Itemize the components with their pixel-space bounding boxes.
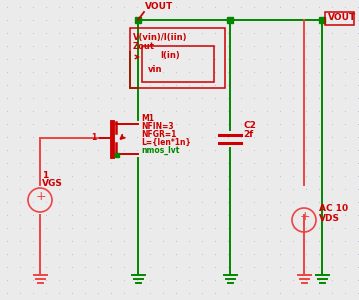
Text: VOUT: VOUT [145, 2, 173, 11]
Text: VDS: VDS [319, 214, 340, 223]
Text: C2: C2 [243, 121, 256, 130]
Bar [130, 28, 225, 88]
Bar [142, 46, 214, 82]
Text: L={len*1n}: L={len*1n} [141, 138, 191, 147]
Text: AC 10: AC 10 [319, 204, 348, 213]
Text: vin: vin [148, 65, 163, 74]
Text: VGS: VGS [42, 179, 63, 188]
Text: NFGR=1: NFGR=1 [141, 130, 176, 139]
Text: nmos_lvt: nmos_lvt [141, 146, 180, 155]
Text: 2f: 2f [243, 130, 253, 139]
Text: Zout: Zout [133, 42, 155, 51]
Text: M1: M1 [141, 114, 154, 123]
Text: +: + [300, 211, 311, 224]
Text: 1: 1 [91, 133, 96, 142]
Text: V(vin)/I(iin): V(vin)/I(iin) [133, 33, 187, 42]
Text: VOUT: VOUT [328, 13, 356, 22]
Text: +: + [36, 190, 47, 203]
Text: 1: 1 [42, 171, 48, 180]
Text: NFIN=3: NFIN=3 [141, 122, 174, 131]
Bar [325, 12, 354, 25]
Text: I(in): I(in) [160, 51, 180, 60]
